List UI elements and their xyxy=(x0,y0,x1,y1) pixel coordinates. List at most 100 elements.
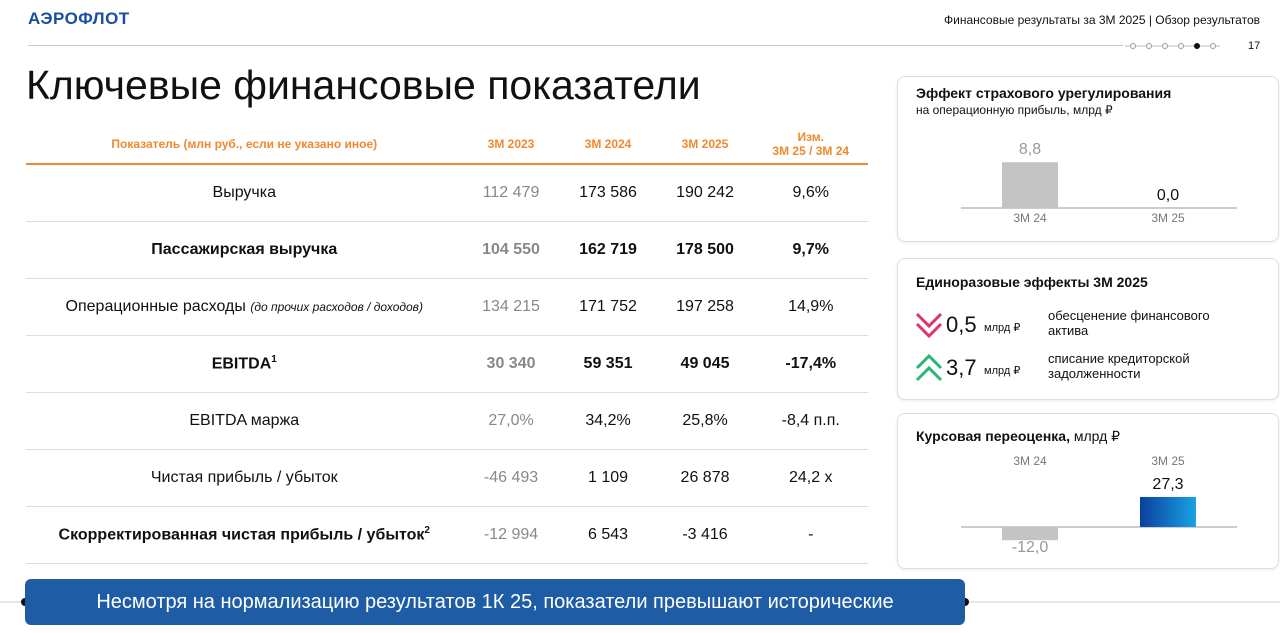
table-body: Выручка 112 479 173 586 190 242 9,6% Пассажир… xyxy=(26,165,868,564)
table-cell: 27,0% xyxy=(488,412,534,429)
table-row: EBITDA маржа 27,0% 34,2% 25,8% -8,4 п.п. xyxy=(26,393,868,450)
panel-title: Эффект страхового урегулирования xyxy=(916,85,1172,101)
header-title: Финансовые результаты за 3М 2025 | Обзор… xyxy=(944,13,1260,27)
table-cell: -3 416 xyxy=(682,526,728,543)
effect-value: 3,7 xyxy=(946,355,977,380)
table-row: Чистая прибыль / убыток -46 493 1 109 26 87… xyxy=(26,450,868,507)
panel-title: Единоразовые эффекты 3М 2025 xyxy=(916,274,1148,290)
table-cell: 162 719 xyxy=(579,241,637,258)
category-label: 3М 25 xyxy=(1151,454,1185,468)
one-off-panel: Единоразовые эффекты 3М 2025 0,5 млрд ₽ … xyxy=(897,258,1279,400)
panel-title: Курсовая переоценка, млрд ₽ xyxy=(916,428,1120,445)
table-cell: 6 543 xyxy=(587,526,629,543)
category-label: 3М 24 xyxy=(1013,454,1047,468)
table-cell: 24,2 x xyxy=(788,469,833,486)
effect-text: обесценение финансового актива xyxy=(1048,308,1210,338)
row-label-cell: EBITDA1 xyxy=(26,354,463,373)
table-cell: 14,9% xyxy=(788,298,834,315)
row-label-cell: Скорректированная чистая прибыль / убыто… xyxy=(26,525,463,544)
header-line xyxy=(28,45,1123,46)
table-cell: 34,2% xyxy=(585,412,631,429)
table-row: Операционные расходы (до прочих расходов… xyxy=(26,279,868,336)
table-cell: 173 586 xyxy=(579,184,637,201)
fx-panel: Курсовая переоценка, млрд ₽ -12,0 3М 24 27… xyxy=(897,413,1279,569)
table-row: Пассажирская выручка 104 550 162 719 178 50… xyxy=(26,222,868,279)
table-cell: 190 242 xyxy=(676,184,734,201)
footnote-mark: 2 xyxy=(424,525,430,537)
column-header: 3М 2024 xyxy=(584,137,632,151)
banner: Несмотря на нормализацию результатов 1К … xyxy=(25,579,965,625)
insurance-panel: Эффект страхового урегулирования на опер… xyxy=(897,76,1279,242)
row-label-cell: Чистая прибыль / убыток xyxy=(26,469,463,487)
row-note: (до прочих расходов / доходов) xyxy=(250,300,423,314)
row-label-cell: Пассажирская выручка xyxy=(26,241,463,259)
category-label: 3М 25 xyxy=(1151,211,1185,225)
footnote-mark: 1 xyxy=(271,354,277,366)
panel-title-text: Курсовая переоценка, xyxy=(916,428,1070,444)
row-label-cell: EBITDA маржа xyxy=(26,412,463,430)
pager xyxy=(1125,43,1220,49)
table-cell: - xyxy=(808,526,814,543)
effect-value: 0,5 xyxy=(946,312,977,337)
table-cell: -46 493 xyxy=(483,469,539,486)
column-header-line: Изм. xyxy=(797,130,824,144)
down-arrow xyxy=(915,312,943,339)
value-label: 8,8 xyxy=(1019,141,1041,158)
row-label: Скорректированная чистая прибыль / убыто… xyxy=(58,526,425,544)
row-label-cell: Выручка xyxy=(26,184,463,202)
category-label: 3М 24 xyxy=(1013,211,1047,225)
up-arrow xyxy=(915,353,943,382)
bar xyxy=(1002,527,1058,541)
table-cell: 104 550 xyxy=(482,241,540,258)
table-header: Показатель (млн руб., если не указано ин… xyxy=(26,125,868,165)
table-cell: 112 479 xyxy=(482,184,540,201)
table-cell: 197 258 xyxy=(676,298,734,315)
table-row: Выручка 112 479 173 586 190 242 9,6% xyxy=(26,165,868,222)
table-cell: 171 752 xyxy=(579,298,637,315)
bar xyxy=(1002,162,1058,208)
table-cell: 178 500 xyxy=(676,241,734,258)
table-cell: 9,6% xyxy=(792,184,829,201)
table-row: EBITDA1 30 340 59 351 49 045 -17,4% xyxy=(26,336,868,393)
panel-subtitle: на операционную прибыль, млрд ₽ xyxy=(916,103,1113,117)
effect-text: списание кредиторской задолженности xyxy=(1048,351,1190,381)
insurance-chart: 8,8 3М 24 0,0 3М 25 xyxy=(961,141,1237,225)
table-row: Скорректированная чистая прибыль / убыто… xyxy=(26,507,868,564)
table-cell: 26 878 xyxy=(680,469,730,486)
logo: АЭРОФЛОТ xyxy=(28,9,130,28)
value-label: -12,0 xyxy=(1012,539,1049,556)
column-header: 3М 2023 xyxy=(487,137,535,151)
row-label-cell: Операционные расходы (до прочих расходов… xyxy=(26,298,463,316)
table-cell: 134 215 xyxy=(482,298,540,315)
row-label: EBITDA маржа xyxy=(189,412,300,429)
table-cell: 49 045 xyxy=(680,355,730,372)
bar xyxy=(1140,496,1196,527)
table-cell: -17,4% xyxy=(785,355,837,372)
table-cell: 59 351 xyxy=(583,355,633,372)
column-header: Изм. 3М 25 / 3М 24 xyxy=(754,130,868,158)
row-label: Операционные расходы xyxy=(65,298,246,315)
table-cell: 30 340 xyxy=(486,355,536,372)
row-label: Чистая прибыль / убыток xyxy=(150,469,338,486)
row-label: EBITDA xyxy=(211,355,272,373)
effect-unit: млрд ₽ xyxy=(984,322,1021,334)
row-label: Пассажирская выручка xyxy=(151,241,338,258)
slide-title: Ключевые финансовые показатели xyxy=(26,62,701,108)
value-label: 27,3 xyxy=(1152,476,1183,493)
panel-unit: млрд ₽ xyxy=(1073,428,1121,444)
row-label: Выручка xyxy=(212,184,276,201)
table: Показатель (млн руб., если не указано ин… xyxy=(26,125,868,564)
fx-chart: -12,0 3М 24 27,3 3М 25 xyxy=(961,454,1237,556)
value-label: 0,0 xyxy=(1157,187,1179,204)
table-cell: 1 109 xyxy=(587,469,629,486)
table-cell: 25,8% xyxy=(682,412,728,429)
page-number: 17 xyxy=(1248,40,1261,52)
table-cell: 9,7% xyxy=(792,241,829,258)
column-header-line: 3М 25 / 3М 24 xyxy=(772,144,850,158)
column-header: Показатель (млн руб., если не указано ин… xyxy=(111,137,378,151)
effect-unit: млрд ₽ xyxy=(984,365,1021,377)
table-cell: -8,4 п.п. xyxy=(781,412,840,429)
table-cell: -12 994 xyxy=(483,526,539,543)
column-header: 3М 2025 xyxy=(681,137,729,151)
